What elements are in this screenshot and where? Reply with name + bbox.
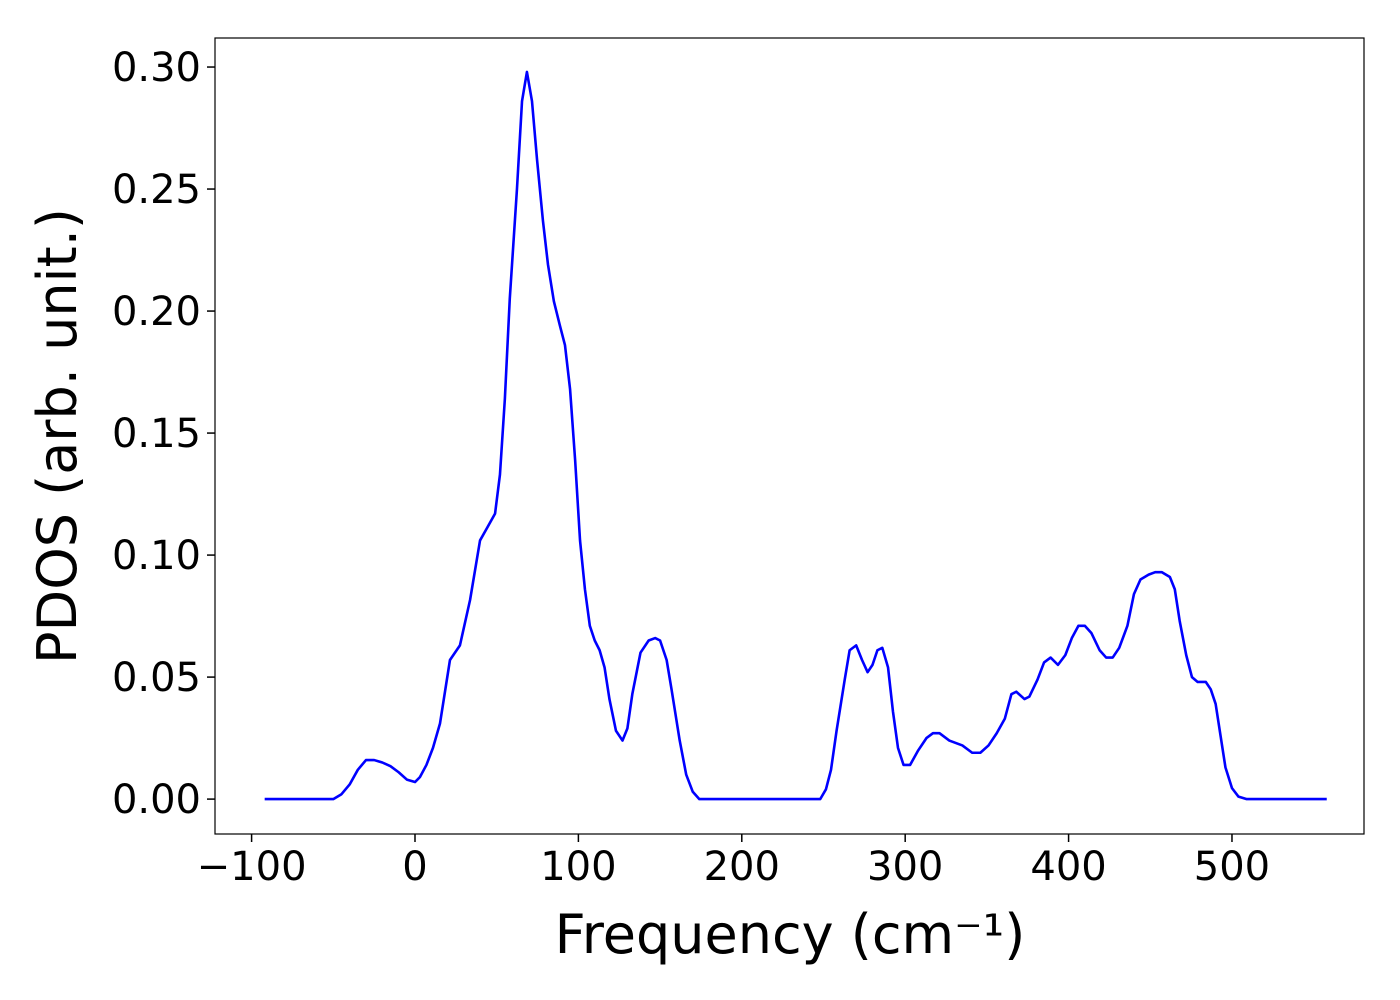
y-tick-label: 0.30 [112, 45, 201, 91]
y-tick-label: 0.00 [112, 777, 201, 823]
x-tick-label: 400 [1030, 844, 1106, 890]
x-axis-label: Frequency (cm⁻¹) [555, 903, 1026, 966]
line-series [264, 70, 1327, 801]
x-tick-label: 200 [704, 844, 780, 890]
y-tick-label: 0.05 [112, 655, 201, 701]
plot-frame [214, 37, 1365, 835]
y-tick-label: 0.15 [112, 411, 201, 457]
x-tick-label: 500 [1194, 844, 1270, 890]
x-tick-label: 300 [867, 844, 943, 890]
x-tick-label: 0 [402, 844, 427, 890]
x-tick-label: −100 [197, 844, 307, 890]
y-tick-label: 0.10 [112, 533, 201, 579]
y-axis-label: PDOS (arb. unit.) [26, 208, 89, 664]
y-tick-label: 0.25 [112, 167, 201, 213]
x-tick-label: 100 [540, 844, 616, 890]
y-tick-label: 0.20 [112, 289, 201, 335]
